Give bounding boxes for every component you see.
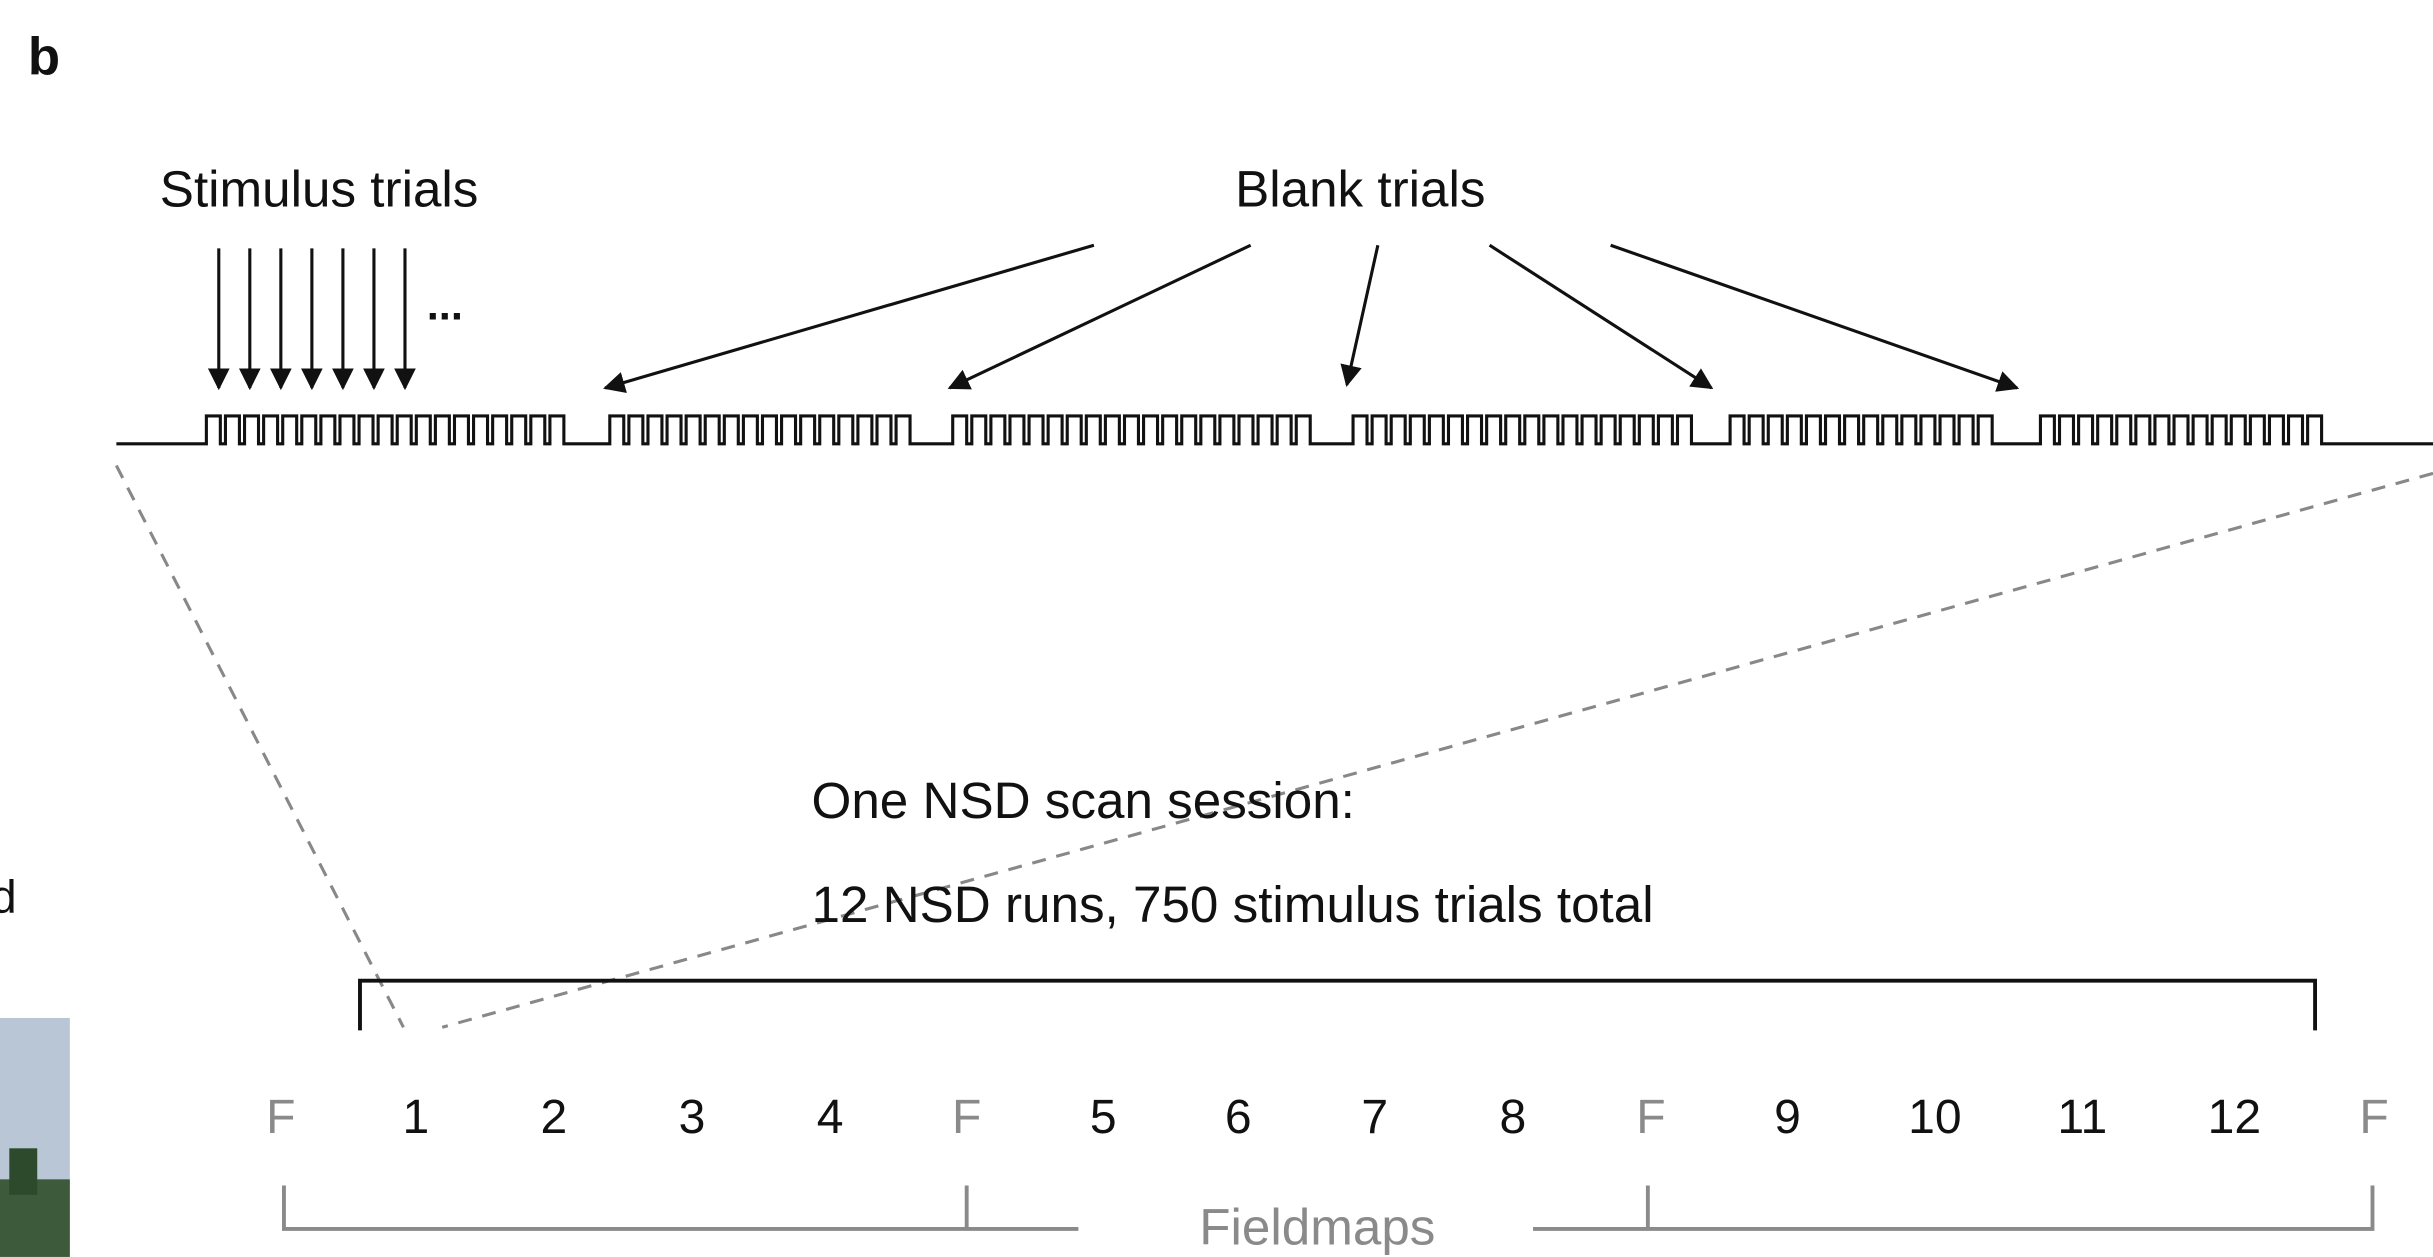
left-fragment-text: d xyxy=(0,870,17,922)
run-label: 10 xyxy=(1908,1090,1962,1144)
run-label: F xyxy=(2359,1090,2388,1144)
fieldmaps-label: Fieldmaps xyxy=(1199,1199,1435,1256)
blank-arrow xyxy=(1488,243,1714,390)
ellipsis: ... xyxy=(427,282,463,330)
run-label: 7 xyxy=(1361,1090,1388,1144)
run-label: 11 xyxy=(2057,1090,2107,1144)
run-label: F xyxy=(952,1090,981,1144)
run-labels: F 1 2 3 4 F 5 6 7 8 F 9 10 11 12 F xyxy=(266,1090,2389,1144)
run-label: 5 xyxy=(1090,1090,1117,1144)
panel-label: b xyxy=(28,28,60,87)
zoom-lines xyxy=(114,464,2433,1029)
run-label: 2 xyxy=(541,1090,568,1144)
runs-bracket xyxy=(358,978,2318,1031)
session-detail: 12 NSD runs, 750 stimulus trials total xyxy=(812,876,1654,933)
blank-arrow xyxy=(1340,244,1380,388)
arrows xyxy=(207,243,2020,393)
run-label: 4 xyxy=(817,1090,844,1144)
left-image-fragment xyxy=(0,1017,70,1257)
run-label: F xyxy=(1636,1090,1665,1144)
run-label: 3 xyxy=(679,1090,706,1144)
stimulus-label: Stimulus trials xyxy=(160,160,479,217)
fieldmaps-bracket xyxy=(282,1185,2375,1231)
session-title: One NSD scan session: xyxy=(812,772,1355,829)
run-label: 8 xyxy=(1499,1090,1526,1144)
run-label: 9 xyxy=(1774,1090,1801,1144)
blank-arrow xyxy=(947,243,1252,390)
blank-label: Blank trials xyxy=(1235,160,1485,217)
blank-arrow xyxy=(603,243,1095,393)
run-label: F xyxy=(266,1090,295,1144)
run-label: 1 xyxy=(402,1090,429,1144)
trial-timeline xyxy=(116,414,2433,446)
run-label: 12 xyxy=(2208,1090,2262,1144)
blank-arrow xyxy=(1610,243,2020,392)
run-label: 6 xyxy=(1225,1090,1252,1144)
